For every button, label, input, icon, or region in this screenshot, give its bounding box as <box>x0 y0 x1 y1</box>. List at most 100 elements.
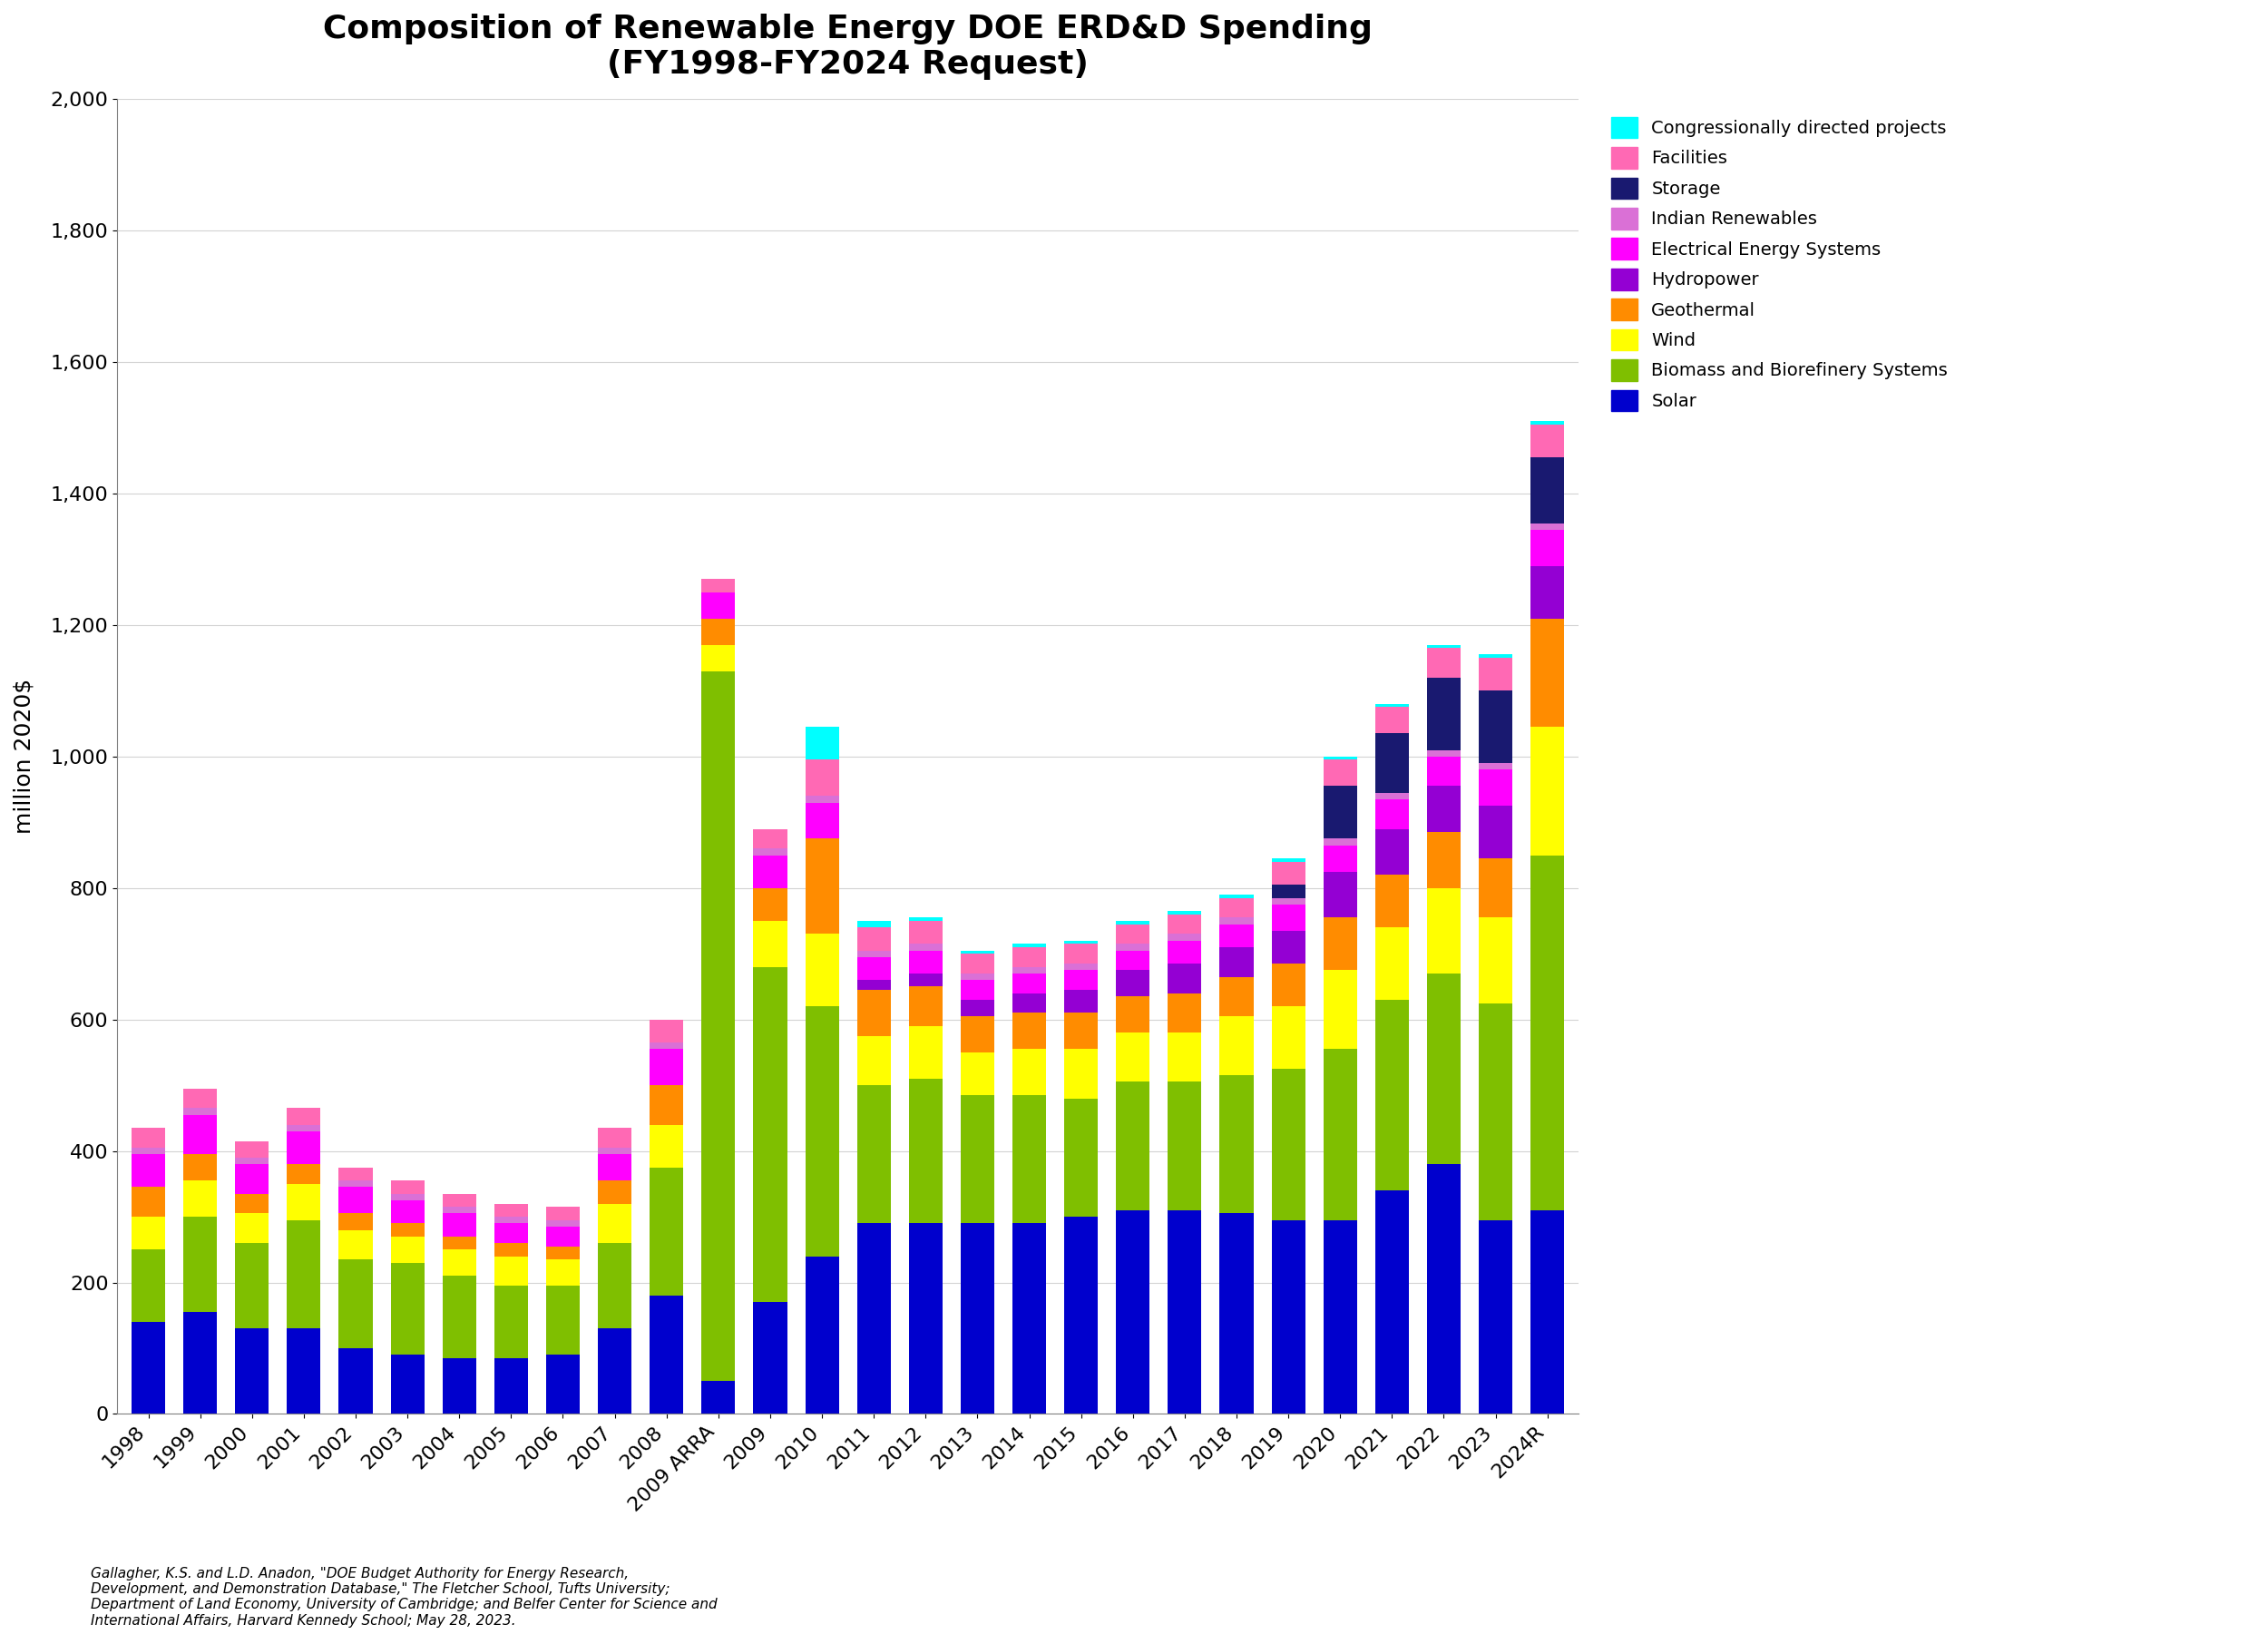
Bar <box>494 1256 528 1286</box>
Bar <box>132 1217 166 1249</box>
Bar <box>1168 914 1202 934</box>
Bar <box>1427 888 1461 973</box>
Bar <box>1116 924 1150 944</box>
Bar <box>1531 618 1565 727</box>
Bar <box>1427 1164 1461 1414</box>
Bar <box>494 1217 528 1223</box>
Bar <box>909 1223 943 1414</box>
Bar <box>1322 760 1356 786</box>
Bar <box>442 1194 476 1207</box>
Bar <box>236 1141 270 1157</box>
Bar <box>236 1157 270 1164</box>
Bar <box>1064 1098 1098 1217</box>
Bar <box>494 1358 528 1414</box>
Bar <box>1220 1075 1254 1213</box>
Bar <box>1168 1210 1202 1414</box>
Bar <box>1064 1217 1098 1414</box>
Bar <box>1272 858 1304 861</box>
Bar <box>909 986 943 1026</box>
Bar <box>547 1355 581 1414</box>
Bar <box>753 848 787 855</box>
Bar <box>1064 963 1098 970</box>
Bar <box>547 1207 581 1220</box>
Bar <box>132 1148 166 1154</box>
Bar <box>1427 832 1461 888</box>
Bar <box>288 1328 320 1414</box>
Bar <box>753 921 787 967</box>
Bar <box>547 1246 581 1259</box>
Bar <box>1322 1220 1356 1414</box>
Legend: Congressionally directed projects, Facilities, Storage, Indian Renewables, Elect: Congressionally directed projects, Facil… <box>1601 109 1957 421</box>
Bar <box>1531 529 1565 566</box>
Bar <box>494 1286 528 1358</box>
Bar <box>701 671 735 1381</box>
Title: Composition of Renewable Energy DOE ERD&D Spending
(FY1998-FY2024 Request): Composition of Renewable Energy DOE ERD&… <box>322 13 1372 81</box>
Bar <box>442 1236 476 1249</box>
Bar <box>1272 898 1304 904</box>
Bar <box>494 1223 528 1243</box>
Bar <box>1168 963 1202 993</box>
Bar <box>288 1131 320 1164</box>
Bar <box>547 1226 581 1246</box>
Bar <box>909 1078 943 1223</box>
Bar <box>132 1187 166 1217</box>
Bar <box>1427 677 1461 750</box>
Bar <box>547 1286 581 1355</box>
Bar <box>184 1312 218 1414</box>
Bar <box>236 1328 270 1414</box>
Bar <box>1116 1210 1150 1414</box>
Bar <box>1116 996 1150 1032</box>
Bar <box>236 1164 270 1194</box>
Bar <box>805 838 839 934</box>
Bar <box>390 1194 424 1200</box>
Bar <box>701 1381 735 1414</box>
Bar <box>1012 947 1046 967</box>
Bar <box>390 1236 424 1263</box>
Bar <box>1374 829 1408 875</box>
Bar <box>1374 799 1408 829</box>
Bar <box>494 1243 528 1256</box>
Bar <box>390 1355 424 1414</box>
Bar <box>805 796 839 802</box>
Bar <box>1116 1032 1150 1082</box>
Bar <box>649 1085 683 1124</box>
Bar <box>1479 658 1513 690</box>
Bar <box>1479 763 1513 769</box>
Bar <box>288 1164 320 1184</box>
Bar <box>1531 457 1565 523</box>
Bar <box>1272 861 1304 884</box>
Bar <box>1116 970 1150 996</box>
Bar <box>1012 1049 1046 1095</box>
Bar <box>442 1249 476 1276</box>
Bar <box>288 1108 320 1124</box>
Bar <box>909 917 943 921</box>
Bar <box>857 957 891 980</box>
Bar <box>649 1295 683 1414</box>
Bar <box>1272 1006 1304 1069</box>
Bar <box>649 1167 683 1295</box>
Bar <box>753 829 787 848</box>
Bar <box>1374 733 1408 792</box>
Bar <box>1168 911 1202 914</box>
Bar <box>1531 421 1565 424</box>
Bar <box>805 1006 839 1256</box>
Bar <box>132 1249 166 1322</box>
Bar <box>805 727 839 760</box>
Bar <box>599 1203 631 1243</box>
Bar <box>442 1276 476 1358</box>
Bar <box>1479 769 1513 806</box>
Bar <box>184 1115 218 1154</box>
Bar <box>1220 977 1254 1016</box>
Bar <box>390 1180 424 1194</box>
Bar <box>236 1213 270 1243</box>
Bar <box>805 802 839 838</box>
Bar <box>962 1052 993 1095</box>
Bar <box>1531 1210 1565 1414</box>
Bar <box>599 1180 631 1203</box>
Bar <box>1322 838 1356 845</box>
Bar <box>1220 924 1254 947</box>
Bar <box>909 950 943 973</box>
Bar <box>1220 917 1254 924</box>
Bar <box>857 980 891 990</box>
Bar <box>1220 1016 1254 1075</box>
